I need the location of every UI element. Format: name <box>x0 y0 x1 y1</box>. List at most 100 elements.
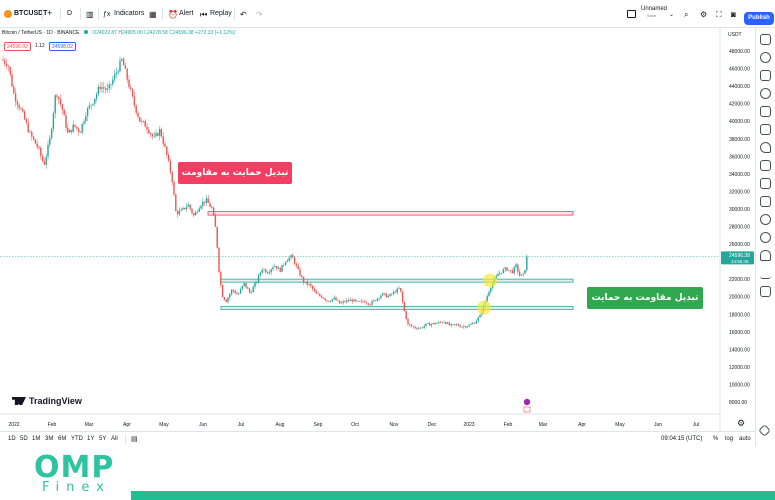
candle-body <box>88 105 91 109</box>
candle-body <box>389 293 391 297</box>
candle-body <box>200 205 202 209</box>
interval-button[interactable]: D <box>67 10 73 17</box>
event-marker-icon <box>523 398 531 406</box>
log-scale-toggle[interactable]: log <box>725 436 734 442</box>
range-6m-button[interactable]: 6M <box>58 436 67 442</box>
range-1y-button[interactable]: 1Y <box>87 436 95 442</box>
chart-settings-gear-icon[interactable]: ⚙ <box>737 418 746 428</box>
candles-style-icon[interactable]: ▥ <box>86 10 94 19</box>
candle-body <box>130 87 132 90</box>
candle-body <box>171 172 173 182</box>
replay-button[interactable]: Replay <box>210 10 232 17</box>
candle-body <box>155 133 157 137</box>
chat-icon[interactable] <box>760 142 771 153</box>
indicators-button[interactable]: Indicators <box>114 10 145 17</box>
price-chart[interactable]: USDT 48000.00 46000.00 44000.00 42000.00 4000… <box>0 28 755 431</box>
candle-body <box>504 267 506 270</box>
candle-body <box>214 215 217 227</box>
candle-body <box>160 129 163 137</box>
undo-icon[interactable]: ↶ <box>240 10 247 19</box>
candle-body <box>502 269 505 274</box>
goto-date-icon[interactable]: ▤ <box>131 436 138 443</box>
watchlist-icon[interactable] <box>760 34 771 45</box>
alerts-clock-icon[interactable] <box>760 52 771 63</box>
candle-body <box>385 293 388 298</box>
candle-body <box>76 126 78 129</box>
redo-icon[interactable]: ↷ <box>256 10 263 19</box>
news-icon[interactable] <box>760 178 771 189</box>
range-3m-button[interactable]: 3M <box>45 436 54 442</box>
camera-icon[interactable]: ◙ <box>731 10 736 19</box>
data-window-icon[interactable] <box>760 70 771 81</box>
candle-body <box>139 116 141 122</box>
buy-price-button[interactable]: 24598.02 <box>49 42 76 51</box>
templates-grid-icon[interactable]: ▦ <box>149 10 157 19</box>
candle-body <box>342 301 344 303</box>
more-grid-icon[interactable] <box>760 286 771 297</box>
compare-symbol-button[interactable]: + <box>47 8 53 18</box>
chevron-down-icon[interactable]: ⌄ <box>669 12 675 18</box>
candle-body <box>79 131 82 133</box>
notifications-bell-icon[interactable] <box>760 250 771 261</box>
layout-name[interactable]: Unnamed <box>641 6 668 12</box>
gear-icon[interactable]: ⚙ <box>700 10 708 19</box>
candle-body <box>243 282 245 286</box>
candle-body <box>335 297 337 301</box>
calendar-icon[interactable] <box>760 106 771 117</box>
candle-body <box>99 86 101 89</box>
candle-body <box>382 293 384 296</box>
search-icon[interactable]: ⌕ <box>684 10 689 19</box>
ideas-icon[interactable] <box>760 124 771 135</box>
candle-body <box>283 264 285 266</box>
candle-body <box>225 299 227 302</box>
candle-body <box>36 143 38 147</box>
range-1m-button[interactable]: 1M <box>32 436 41 442</box>
time-tick-label: Jul <box>238 422 244 428</box>
screener-icon[interactable] <box>760 196 771 207</box>
candle-body <box>117 71 119 73</box>
candle-body <box>106 88 109 90</box>
candle-body <box>185 206 188 210</box>
publish-button[interactable]: Publish <box>744 12 774 25</box>
sell-price-button[interactable]: 24596.92 <box>4 42 31 51</box>
layers-icon[interactable] <box>758 424 771 437</box>
candle-body <box>90 104 92 106</box>
candle-body <box>72 124 74 132</box>
candle-body <box>113 74 116 80</box>
candle-body <box>499 272 501 274</box>
candle-body <box>16 101 19 105</box>
auto-scale-toggle[interactable]: auto <box>739 436 751 442</box>
candle-body <box>310 283 312 286</box>
candle-body <box>23 111 26 120</box>
range-5y-button[interactable]: 5Y <box>99 436 107 442</box>
percent-scale-toggle[interactable]: % <box>713 436 719 442</box>
fullscreen-icon[interactable]: ⛶ <box>716 10 722 19</box>
alert-button[interactable]: Alert <box>179 10 194 17</box>
candle-body <box>2 59 4 61</box>
candle-body <box>193 213 195 216</box>
candle-body <box>77 128 80 132</box>
symbol-search-button[interactable]: BTCUSDT <box>14 10 48 17</box>
streams-icon[interactable] <box>760 160 771 171</box>
candle-body <box>95 93 98 99</box>
candle-body <box>9 66 11 75</box>
hotlist-icon[interactable] <box>760 88 771 99</box>
candle-body <box>67 127 69 133</box>
signal-icon[interactable] <box>760 214 771 225</box>
help-icon[interactable] <box>760 232 771 243</box>
candle-body <box>367 303 370 305</box>
candle-body <box>234 291 236 294</box>
support-to-resistance-callout: تبدیل حمایت به مقاومت <box>178 162 292 184</box>
candle-body <box>500 272 503 274</box>
candle-body <box>302 277 305 283</box>
candle-body <box>324 298 326 301</box>
candle-body <box>211 206 213 209</box>
candle-body <box>306 281 308 285</box>
utc-clock[interactable]: 09:04:15 (UTC) <box>661 436 703 442</box>
range-1d-button[interactable]: 1D <box>8 436 16 442</box>
pulse-icon[interactable] <box>760 268 771 279</box>
range-all-button[interactable]: All <box>111 436 118 442</box>
range-5d-button[interactable]: 5D <box>20 436 28 442</box>
candle-body <box>164 143 166 147</box>
range-ytd-button[interactable]: YTD <box>71 436 83 442</box>
